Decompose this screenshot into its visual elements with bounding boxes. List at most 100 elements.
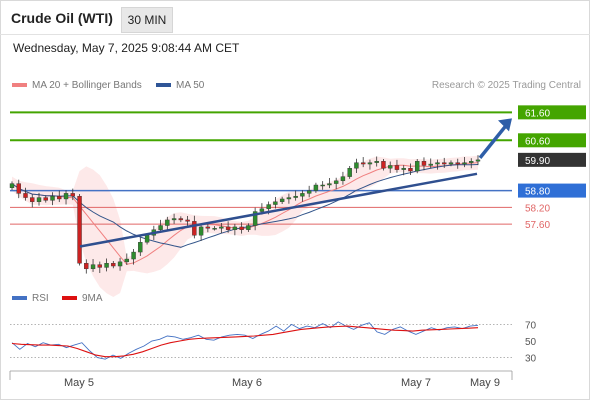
rsi-tick-label: 70 xyxy=(525,320,537,331)
candle xyxy=(300,190,305,202)
candle xyxy=(340,171,346,185)
candle-body xyxy=(198,226,204,236)
candle xyxy=(131,248,136,265)
research-credit: Research © 2025 Trading Central xyxy=(431,80,581,91)
candle-body xyxy=(178,218,184,221)
candle-body xyxy=(401,168,406,170)
candle xyxy=(435,159,440,170)
candle xyxy=(415,159,420,174)
bollinger-band xyxy=(12,155,478,297)
legend-ma20: MA 20 + Bollinger Bands xyxy=(12,80,142,91)
candle xyxy=(279,196,285,204)
price-label-text: 60.60 xyxy=(525,136,550,147)
candle xyxy=(442,157,447,168)
candle-body xyxy=(266,204,271,209)
candle-body xyxy=(374,161,379,163)
candle-body xyxy=(354,162,359,169)
candle xyxy=(475,155,481,166)
candle-body xyxy=(347,168,352,177)
price-label-text: 61.60 xyxy=(525,108,550,119)
candle xyxy=(394,159,400,173)
candle-body xyxy=(448,162,454,165)
candle-body xyxy=(367,162,373,165)
candle-body xyxy=(340,176,346,182)
candle-body xyxy=(306,190,312,194)
candle-body xyxy=(205,226,211,229)
candle-body xyxy=(381,161,386,169)
header-divider xyxy=(0,34,590,35)
candle-body xyxy=(131,251,136,260)
candle xyxy=(111,261,116,269)
forecast-arrow-head xyxy=(498,118,512,132)
price-label-61.60: 61.60 xyxy=(518,105,586,120)
price-label-60.60: 60.60 xyxy=(518,133,586,148)
candle xyxy=(327,178,332,189)
candle xyxy=(198,223,204,241)
candle-body xyxy=(36,197,42,202)
legend-label-ma50: MA 50 xyxy=(176,80,205,91)
candle xyxy=(360,157,366,168)
candle xyxy=(469,158,474,169)
candle-body xyxy=(192,221,197,236)
candle xyxy=(388,161,393,173)
candle xyxy=(192,215,197,239)
candle-body xyxy=(111,263,116,267)
candle-body xyxy=(225,226,231,230)
candle xyxy=(239,222,244,234)
candle xyxy=(448,160,454,167)
candle xyxy=(124,253,130,265)
candle xyxy=(347,166,352,179)
candle xyxy=(428,158,433,169)
candle xyxy=(381,159,386,171)
candle xyxy=(171,213,177,224)
candle-body xyxy=(232,226,238,230)
candle-body xyxy=(138,242,143,253)
candle xyxy=(219,223,224,234)
candle xyxy=(320,181,325,190)
forecast-arrow-shaft xyxy=(478,123,509,159)
candle-body xyxy=(219,226,224,229)
candle-body xyxy=(428,163,433,166)
candle-body xyxy=(388,165,393,169)
candle xyxy=(70,188,75,201)
candle xyxy=(212,226,217,231)
candle xyxy=(293,190,298,201)
candle xyxy=(63,190,69,205)
candle-body xyxy=(90,264,96,270)
candle-body xyxy=(124,258,130,263)
candle xyxy=(185,216,190,227)
timeframe-badge[interactable]: 30 MIN xyxy=(121,7,173,33)
candle xyxy=(9,181,15,191)
candle-body xyxy=(84,263,89,270)
legend-swatch-ma20 xyxy=(12,83,27,88)
candle-body xyxy=(475,159,481,162)
candle-body xyxy=(469,161,474,163)
price-label-57.60: 57.60 xyxy=(525,220,550,231)
legend-9ma: 9MA xyxy=(62,293,103,304)
legend-label-ma20: MA 20 + Bollinger Bands xyxy=(32,80,142,91)
rsi-9ma-line xyxy=(11,325,479,358)
timestamp: Wednesday, May 7, 2025 9:08:44 AM CET xyxy=(13,41,240,55)
candle-body xyxy=(104,263,109,268)
candle-body xyxy=(279,198,285,202)
x-tick-label: May 6 xyxy=(232,377,262,389)
candle xyxy=(23,187,28,201)
candle-body xyxy=(259,208,265,212)
candle-body xyxy=(165,219,170,226)
candle-body xyxy=(408,168,413,172)
candle-body xyxy=(300,193,305,197)
candle xyxy=(252,207,258,231)
legend-swatch-ma50 xyxy=(156,83,171,88)
candle xyxy=(30,194,35,208)
candle xyxy=(225,221,231,233)
candle-body xyxy=(97,264,102,268)
candle xyxy=(232,223,238,236)
candle xyxy=(138,237,143,256)
candle-body xyxy=(185,219,190,222)
candle xyxy=(306,185,312,198)
price-label-58.80: 58.80 xyxy=(518,183,586,198)
candle-body xyxy=(333,180,339,184)
price-label-text: 58.20 xyxy=(525,203,550,214)
candle-body xyxy=(286,197,292,200)
